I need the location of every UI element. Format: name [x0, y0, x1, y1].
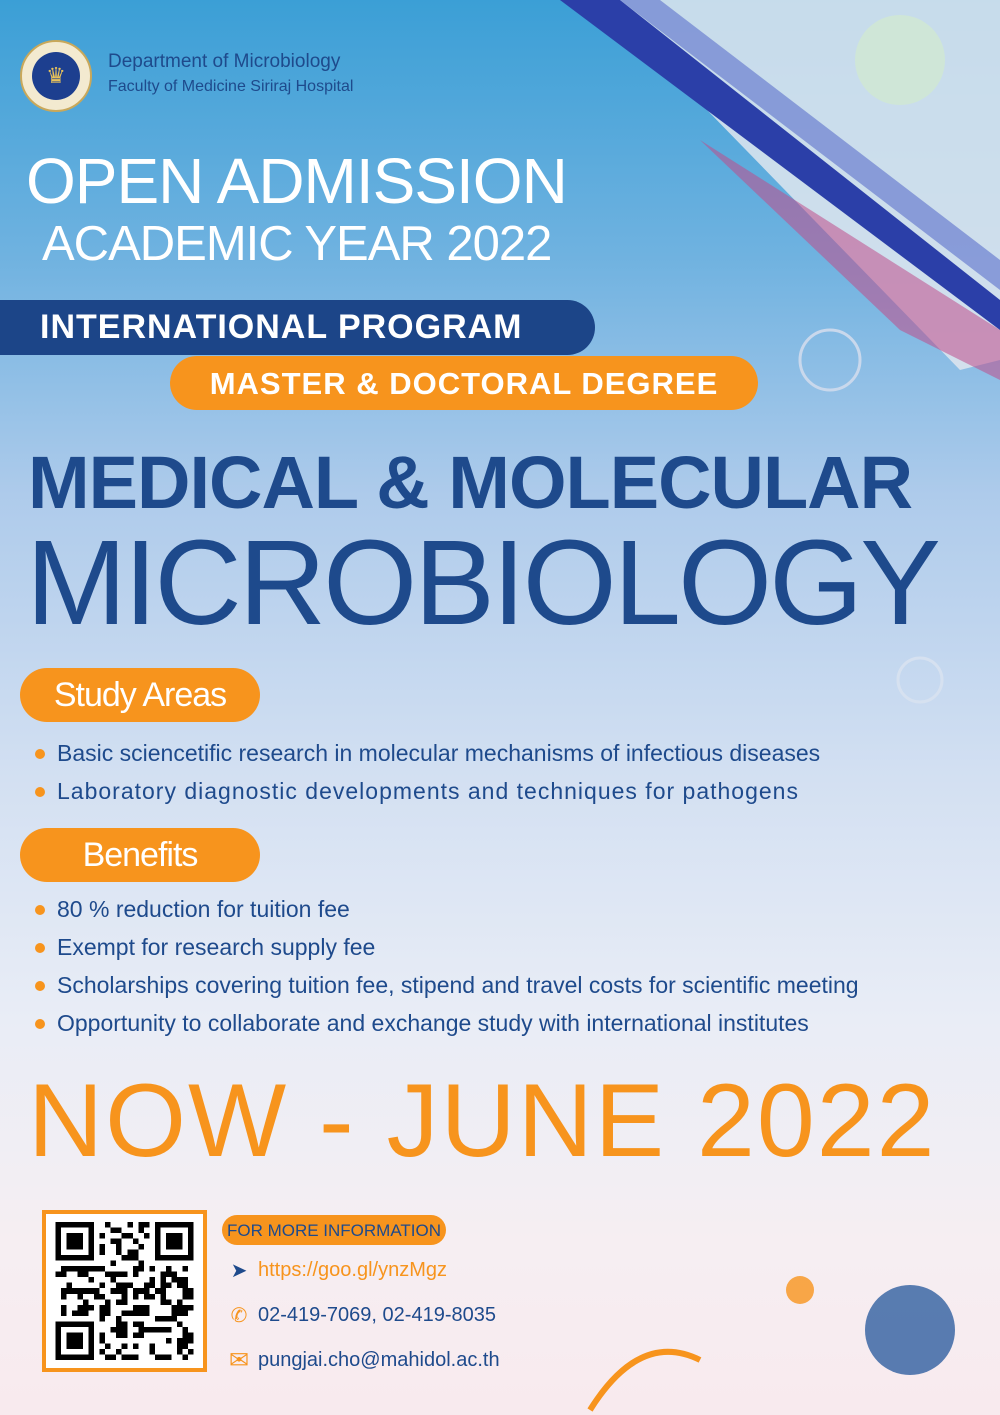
dna-icon	[587, 1348, 702, 1412]
qr-code[interactable]	[42, 1210, 207, 1372]
university-logo: ♛	[20, 40, 92, 112]
list-item: Opportunity to collaborate and exchange …	[35, 1008, 859, 1046]
mail-icon: ✉	[228, 1347, 250, 1374]
seal-icon: ♛	[32, 52, 80, 100]
benefits-label: Benefits	[20, 828, 260, 882]
phone-numbers: 02-419-7069, 02-419-8035	[258, 1304, 496, 1326]
lab-decor	[786, 1276, 814, 1304]
phone-icon: ✆	[230, 1305, 248, 1327]
url-link[interactable]: https://goo.gl/ynzMgz	[258, 1259, 447, 1281]
phone-line: ✆ 02-419-7069, 02-419-8035	[228, 1303, 496, 1328]
list-item: Scholarships covering tuition fee, stipe…	[35, 970, 859, 1008]
benefits-list: 80 % reduction for tuition fee Exempt fo…	[35, 894, 859, 1046]
deadline: NOW - JUNE 2022	[28, 1063, 937, 1179]
degree-banner: MASTER & DOCTORAL DEGREE	[170, 356, 758, 410]
list-item: Exempt for research supply fee	[35, 932, 859, 970]
stained-cells	[700, 140, 1000, 380]
cursor-icon: ➤	[230, 1260, 248, 1282]
list-item: 80 % reduction for tuition fee	[35, 894, 859, 932]
study-areas-label: Study Areas	[20, 668, 260, 722]
study-areas-list: Basic sciencetific research in molecular…	[35, 738, 820, 814]
email-address[interactable]: pungjai.cho@mahidol.ac.th	[258, 1349, 500, 1371]
headline-open-admission: OPEN ADMISSION	[26, 145, 568, 217]
more-info-label: FOR MORE INFORMATION	[222, 1215, 446, 1245]
title-line1: MEDICAL & MOLECULAR	[28, 441, 913, 524]
list-item: Laboratory diagnostic developments and t…	[35, 776, 820, 814]
headline-academic-year: ACADEMIC YEAR 2022	[42, 217, 552, 271]
technician-cap	[855, 15, 945, 105]
cell-circle	[896, 656, 944, 704]
department-name: Department of Microbiology	[108, 51, 341, 72]
email-line: ✉ pungjai.cho@mahidol.ac.th	[228, 1346, 500, 1375]
diagonal-stripe-light	[620, 0, 1000, 290]
url-line: ➤ https://goo.gl/ynzMgz	[228, 1258, 447, 1283]
cell-circle	[798, 328, 862, 392]
diagonal-stripe	[560, 0, 1000, 330]
list-item: Basic sciencetific research in molecular…	[35, 738, 820, 776]
title-line2: MICROBIOLOGY	[26, 514, 941, 650]
faculty-name: Faculty of Medicine Siriraj Hospital	[108, 78, 354, 95]
program-banner: INTERNATIONAL PROGRAM	[0, 300, 595, 355]
qr-pattern	[55, 1222, 194, 1360]
flask-icon	[865, 1285, 955, 1375]
